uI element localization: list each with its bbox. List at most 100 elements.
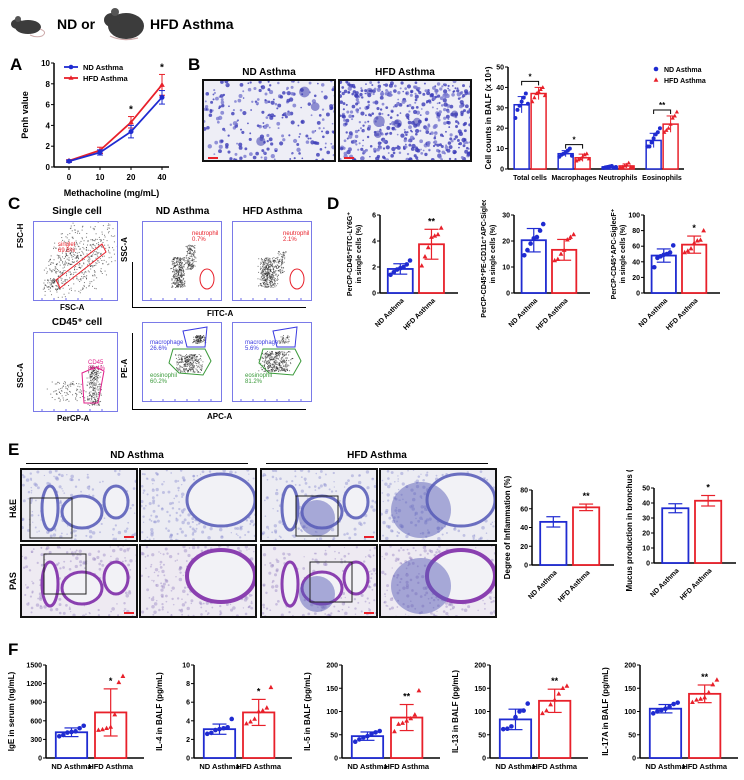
cell-dot <box>464 104 469 109</box>
event-dot <box>279 369 281 371</box>
event-dot <box>87 403 89 405</box>
event-dot <box>89 381 91 383</box>
event-dot <box>196 342 198 344</box>
event-dot <box>262 285 264 287</box>
event-dot <box>77 245 79 247</box>
event-dot <box>184 364 186 366</box>
event-dot <box>56 393 58 395</box>
event-dot <box>92 386 94 388</box>
event-dot <box>263 361 265 363</box>
event-dot <box>271 274 273 276</box>
event-dot <box>99 404 101 406</box>
event-dot <box>188 360 190 362</box>
event-dot <box>264 272 266 274</box>
data-point <box>404 262 410 267</box>
tissue-texture <box>129 568 132 571</box>
event-dot <box>263 368 265 370</box>
event-dot <box>85 236 87 238</box>
event-dot <box>97 256 99 258</box>
event-dot <box>62 397 64 399</box>
c-cd45-xlabel: PerCP-A <box>57 414 90 423</box>
event-dot <box>278 260 280 262</box>
event-dot <box>62 239 64 241</box>
cell-dot <box>427 123 431 126</box>
cell-dot <box>442 93 447 98</box>
tissue-texture <box>493 540 496 542</box>
event-dot <box>278 259 280 261</box>
cell-dot <box>205 108 208 111</box>
event-dot <box>51 281 53 283</box>
event-dot <box>260 367 262 369</box>
event-dot <box>90 387 92 389</box>
event-dot <box>191 356 193 358</box>
event-dot <box>102 256 104 258</box>
event-dot <box>85 271 87 273</box>
event-dot <box>267 367 269 369</box>
cell-dot <box>297 124 300 127</box>
event-dot <box>103 239 105 241</box>
event-dot <box>274 272 276 274</box>
tissue-texture <box>294 470 297 473</box>
tissue-texture <box>147 478 149 480</box>
event-dot <box>81 390 83 392</box>
y-tick-label: 20 <box>502 239 510 246</box>
cell-dot <box>266 160 270 162</box>
event-dot <box>173 274 175 276</box>
event-dot <box>88 285 90 287</box>
event-dot <box>187 247 189 249</box>
panel-letter-c: C <box>8 194 21 213</box>
cell-dot <box>443 121 447 125</box>
event-dot <box>88 371 90 373</box>
event-dot <box>58 391 60 393</box>
tissue-texture <box>133 512 136 514</box>
tissue-texture <box>135 554 136 557</box>
tissue-texture <box>385 524 389 528</box>
event-dot <box>271 352 273 354</box>
tissue-texture <box>187 513 191 517</box>
event-dot <box>282 254 284 256</box>
event-dot <box>179 358 181 360</box>
cell-dot <box>396 102 400 106</box>
event-dot <box>199 371 201 373</box>
cell-cluster <box>413 117 422 126</box>
cell-dot <box>223 129 226 132</box>
data-point <box>128 119 134 125</box>
event-dot <box>262 360 264 362</box>
tissue-texture <box>328 488 331 491</box>
event-dot <box>287 364 289 366</box>
event-dot <box>273 270 275 272</box>
cell-dot <box>236 142 239 145</box>
data-point <box>578 156 583 161</box>
cell-dot <box>206 126 210 130</box>
tissue-texture <box>69 548 72 550</box>
event-dot <box>172 262 174 264</box>
cell-dot <box>403 128 406 131</box>
cell-dot <box>293 138 298 144</box>
event-dot <box>282 355 284 357</box>
event-dot <box>261 274 263 276</box>
cell-dot <box>212 93 215 96</box>
cell-dot <box>432 86 436 90</box>
cell-dot <box>345 131 348 134</box>
cell-dot <box>351 114 355 118</box>
tissue-texture <box>252 524 255 527</box>
event-dot <box>89 244 91 246</box>
event-dot <box>71 256 73 258</box>
event-dot <box>186 251 188 253</box>
tissue-texture <box>175 511 178 515</box>
event-dot <box>283 253 285 255</box>
event-dot <box>175 261 177 263</box>
cell-dot <box>453 151 456 155</box>
event-dot <box>193 341 195 343</box>
event-dot <box>193 259 195 261</box>
event-dot <box>183 271 185 273</box>
event-dot <box>181 265 183 267</box>
tissue-texture <box>125 594 130 598</box>
event-dot <box>263 268 265 270</box>
cell-dot <box>291 152 294 155</box>
significance-marker: * <box>129 105 133 116</box>
cell-dot <box>351 92 354 96</box>
event-dot <box>90 382 92 384</box>
data-point <box>97 149 103 155</box>
